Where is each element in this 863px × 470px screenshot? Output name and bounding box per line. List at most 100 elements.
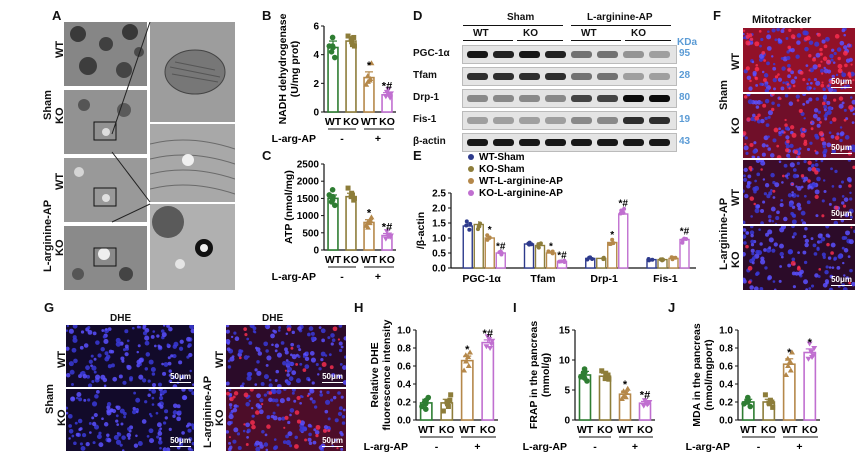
blot-kda-unit: KDa [677, 37, 698, 48]
treatment-minus: - [340, 133, 344, 145]
treatment-label: L-arg-AP [272, 133, 316, 145]
data-point [643, 400, 650, 406]
scale-bar: 50μm [170, 372, 191, 383]
data-point [464, 223, 469, 228]
mitotracker-image-sham-ko: 50μm [743, 94, 855, 158]
blot-band [571, 73, 592, 80]
blot-band [467, 51, 488, 58]
data-point [349, 42, 355, 48]
x-tick-label: KO [637, 424, 653, 436]
data-point [624, 385, 631, 391]
x-tick-label: KO [597, 424, 613, 436]
bar-Drp-1-3 [607, 241, 618, 269]
panel-letter-j: J [668, 300, 676, 315]
blot-band [519, 139, 540, 146]
x-tick-label: WT [781, 424, 798, 436]
x-tick-label: KO [761, 424, 777, 436]
blot-band [597, 73, 618, 80]
blot-sub-ko2: KO [631, 28, 646, 39]
scale-bar: 50μm [831, 143, 852, 154]
y-tick-label: 0.2 [719, 398, 733, 409]
blot-band [597, 51, 618, 58]
x-tick-label: Drp-1 [590, 273, 618, 285]
blot-band [649, 117, 670, 124]
blot-band [467, 139, 488, 146]
data-point [808, 349, 815, 355]
bar-PGC-1α-3 [484, 237, 495, 269]
blot-band [571, 95, 592, 102]
western-blot: Sham L-arginine-AP WT KO WT KO KDa [445, 12, 710, 152]
blot-band [597, 117, 618, 124]
mitotracker-image-sham-wt: 50μm [743, 28, 855, 92]
data-point [483, 344, 490, 350]
blot-group-larg: L-arginine-AP [587, 12, 653, 23]
panel-g-group-sham: Sham [44, 384, 56, 414]
blot-band [623, 95, 644, 102]
panel-g-group-larg: L-arginine-AP [202, 375, 214, 448]
panel-f-group-sham: Sham [718, 80, 730, 110]
y-tick-label: 0.8 [397, 344, 411, 355]
y-axis-label: FRAP in the pancreas(mmol/g) [528, 321, 552, 429]
bar-4 [481, 341, 495, 421]
data-point [366, 220, 373, 226]
data-point [364, 73, 371, 79]
x-tick-label: WT [325, 116, 342, 128]
panel-letter-e: E [413, 148, 422, 163]
panel-f-row-ko1: KO [730, 117, 742, 135]
x-tick-label: KO [379, 254, 395, 266]
data-point [464, 219, 469, 224]
panel-f-row-ko2: KO [730, 251, 742, 269]
x-tick-label: WT [361, 254, 378, 266]
panel-f-group-larg: L-arginine-AP [718, 197, 730, 270]
blot-sub-ko1: KO [523, 28, 538, 39]
blot-strip-3 [462, 89, 677, 108]
dhe-image-sham-wt: 50μm [66, 325, 194, 387]
data-point [489, 338, 496, 344]
em-image-sham-wt [64, 22, 147, 86]
data-point [783, 372, 790, 377]
data-point [562, 259, 567, 264]
scale-bar: 50μm [831, 275, 852, 286]
treatment-minus: - [340, 271, 344, 283]
data-point [767, 397, 773, 403]
scale-bar: 50μm [322, 436, 343, 447]
data-point [527, 240, 532, 245]
blot-sub-wt1: WT [473, 28, 489, 39]
data-point [331, 54, 338, 61]
blot-band [467, 117, 488, 124]
treatment-plus: + [474, 441, 480, 453]
data-point [661, 257, 666, 262]
panel-letter-g: G [44, 300, 55, 315]
legend-marker [468, 154, 474, 160]
data-point [476, 224, 481, 229]
y-tick-label: 1.0 [432, 234, 446, 245]
data-point [622, 206, 627, 211]
panel-f-row-wt2: WT [730, 188, 742, 206]
data-point [744, 399, 751, 405]
panel-f-row-wt1: WT [730, 52, 742, 70]
data-point [499, 251, 504, 256]
y-tick-label: 2.0 [432, 204, 446, 215]
data-point [445, 404, 451, 409]
y-tick-label: 1.5 [432, 219, 446, 230]
scale-bar: 50μm [170, 436, 191, 447]
data-point [620, 388, 627, 394]
blot-band [545, 51, 566, 58]
data-point [618, 396, 625, 401]
data-point [444, 399, 450, 405]
panel-letter-h: H [354, 300, 364, 315]
data-point [448, 392, 454, 398]
data-point [468, 221, 473, 226]
data-point [348, 36, 354, 42]
panel-letter-b: B [262, 8, 272, 23]
legend-label: KO-L-arginine-AP [479, 188, 563, 199]
blot-band [649, 139, 670, 146]
y-tick-label: 0.6 [397, 362, 411, 373]
y-tick-label: 1000 [297, 211, 320, 222]
data-point [559, 259, 564, 264]
treatment-label: L-arg-AP [523, 441, 567, 453]
bar-2 [598, 375, 612, 421]
data-point [550, 249, 555, 254]
data-point [382, 236, 389, 242]
